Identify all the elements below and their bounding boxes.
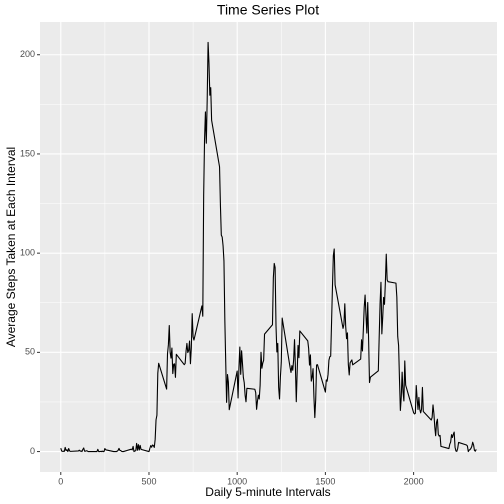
x-axis-title: Daily 5-minute Intervals	[205, 485, 330, 499]
panel	[40, 22, 497, 472]
x-tick-label: 2000	[404, 476, 424, 486]
x-tick-label: 1000	[227, 476, 247, 486]
line	[60, 41, 477, 453]
y-tick-label: 100	[20, 248, 35, 258]
y-tick-label: 0	[30, 446, 35, 456]
y-tick-label: 50	[25, 347, 35, 357]
x-tick-label: 1500	[315, 476, 335, 486]
y-tick-label: 200	[20, 49, 35, 59]
chart-title: Time Series Plot	[217, 2, 319, 18]
y-tick-label: 150	[20, 148, 35, 158]
x-tick-label: 500	[141, 476, 156, 486]
x-tick-label: 0	[58, 476, 63, 486]
y-axis-title: Average Steps Taken at Each Interval	[4, 147, 18, 347]
